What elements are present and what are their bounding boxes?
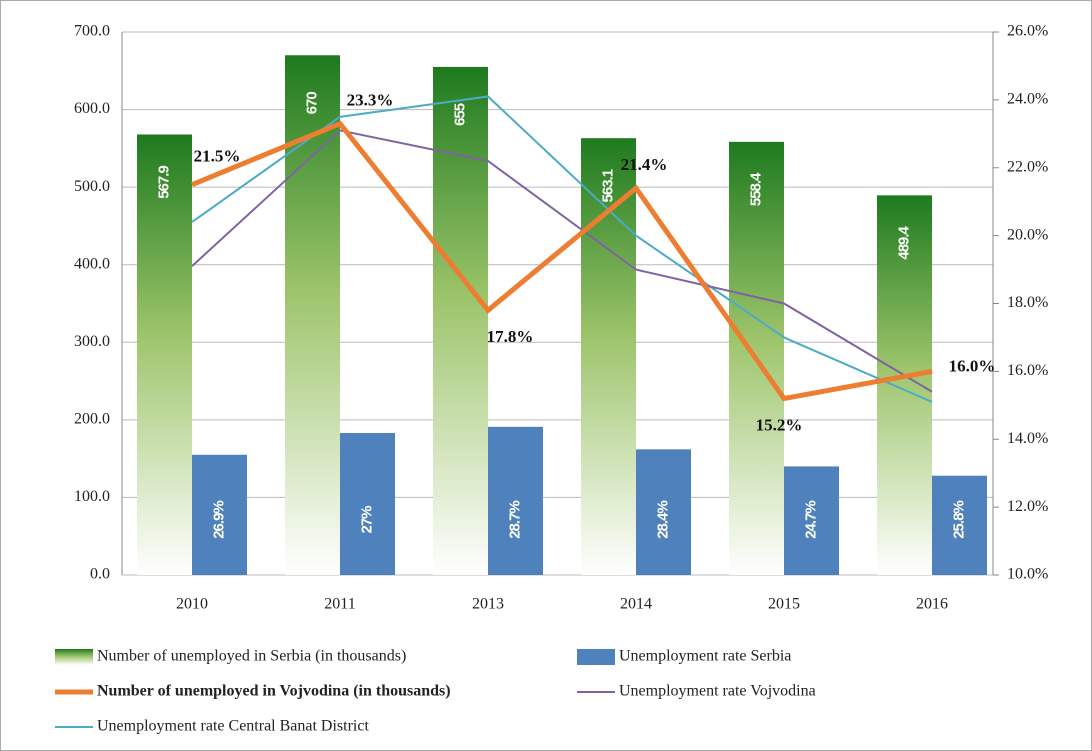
bar-annotation: 24.7% [802,501,819,539]
bar-annotation: 26.9% [210,501,227,539]
y-tick-label: 500.0 [74,178,110,195]
line-value-label: 16.0% [949,356,996,375]
bar-value-label: 563.1 [599,169,616,202]
legend-swatch [577,649,615,665]
legend-swatch [55,649,93,665]
y2-tick-label: 24.0% [1007,91,1048,108]
legend-label: Number of unemployed in Serbia (in thous… [97,648,406,665]
y-tick-label: 0.0 [90,566,110,583]
bar [137,134,192,575]
bar [340,433,395,575]
line-value-label: 21.4% [621,155,668,174]
bar-value-label: 567.9 [155,166,172,199]
x-tick-label: 2014 [620,596,652,613]
y2-tick-label: 20.0% [1007,226,1048,243]
y2-tick-label: 16.0% [1007,362,1048,379]
line-value-label: 17.8% [487,327,534,346]
x-tick-label: 2011 [324,596,355,613]
bar [488,426,543,575]
x-tick-label: 2016 [916,596,948,613]
y2-tick-label: 12.0% [1007,498,1048,515]
y2-tick-label: 14.0% [1007,430,1048,447]
x-tick-label: 2013 [472,596,504,613]
y-tick-label: 700.0 [74,23,110,40]
x-tick-label: 2010 [176,596,208,613]
line-value-label: 21.5% [194,147,241,166]
bar-value-label: 655 [451,103,468,126]
y2-tick-label: 22.0% [1007,158,1048,175]
bar-annotation: 28.7% [506,501,523,539]
bar-annotation: 28.4% [654,501,671,539]
legend-label: Unemployment rate Serbia [619,648,791,665]
x-tick-label: 2015 [768,596,800,613]
y-tick-label: 300.0 [74,333,110,350]
y2-tick-label: 18.0% [1007,294,1048,311]
line [191,120,933,402]
bar-value-label: 489.4 [895,225,912,259]
bar-value-label: 670 [303,92,320,115]
y-tick-label: 200.0 [74,411,110,428]
y-tick-label: 100.0 [74,488,110,505]
legend-label: Number of unemployed in Vojvodina (in th… [97,683,451,700]
y2-tick-label: 10.0% [1007,566,1048,583]
bar [784,466,839,575]
bar [636,449,691,575]
y-tick-label: 400.0 [74,255,110,272]
legend-label: Unemployment rate Vojvodina [619,683,816,700]
line-value-label: 23.3% [347,91,394,110]
bar [932,475,987,575]
line [191,129,933,393]
bar [192,454,247,575]
legend-label: Unemployment rate Central Banat District [97,718,369,735]
bar-annotation: 27% [358,506,375,534]
bar-annotation: 25.8% [950,501,967,539]
line-value-label: 15.2% [756,415,803,434]
y-tick-label: 600.0 [74,100,110,117]
bar-value-label: 558.4 [747,172,764,206]
bar [433,66,488,576]
y2-tick-label: 26.0% [1007,23,1048,40]
bar [581,138,636,575]
